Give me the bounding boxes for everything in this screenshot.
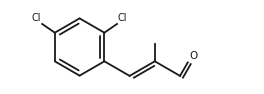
Text: Cl: Cl: [32, 13, 41, 24]
Text: O: O: [190, 51, 198, 61]
Text: Cl: Cl: [118, 13, 128, 24]
